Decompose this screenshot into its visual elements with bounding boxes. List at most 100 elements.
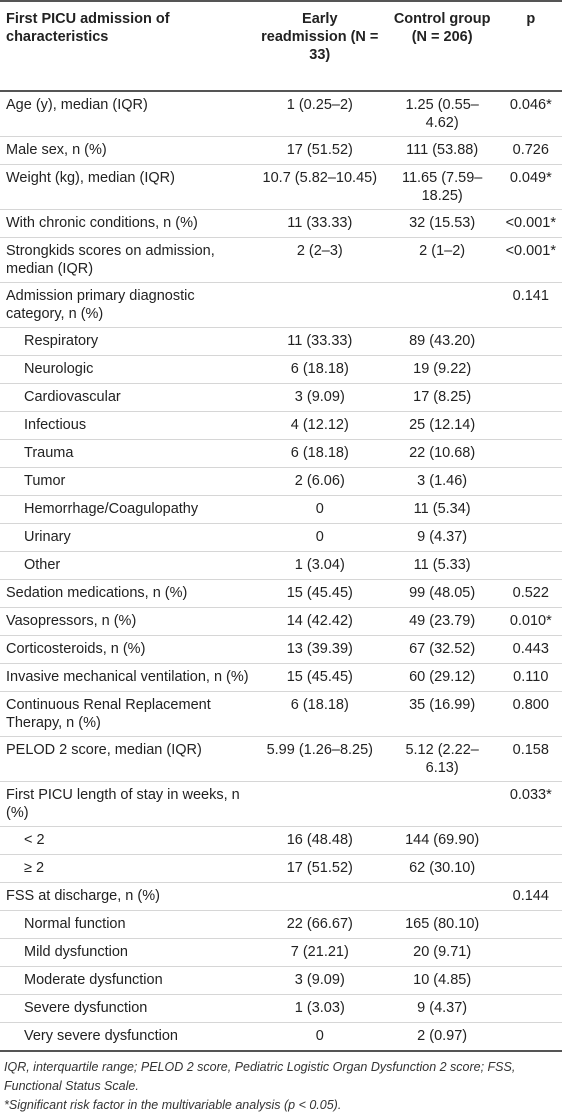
cell: 22 (66.67) [254, 910, 385, 939]
row-label: Weight (kg), median (IQR) [0, 164, 255, 210]
cell: 35 (16.99) [384, 691, 500, 737]
cell: 0 [254, 523, 385, 552]
cell: 9 (4.37) [384, 994, 500, 1023]
cell: 15 (45.45) [254, 579, 385, 608]
table-row: Corticosteroids, n (%) 13 (39.39) 67 (32.5… [0, 635, 562, 664]
table-row: First PICU length of stay in weeks, n (%… [0, 781, 562, 827]
cell: 60 (29.12) [384, 663, 500, 692]
sub-row: < 2 16 (48.48) 144 (69.90) [0, 826, 562, 855]
cell: 16 (48.48) [254, 826, 385, 855]
cell [254, 282, 385, 328]
sub-row-label: Cardiovascular [0, 383, 255, 412]
table-row: Continuous Renal Replacement Therapy, n … [0, 691, 562, 737]
sub-row-label: Urinary [0, 523, 255, 552]
cell: 3 (9.09) [254, 966, 385, 995]
row-label: First PICU length of stay in weeks, n (%… [0, 781, 255, 827]
cell [499, 467, 562, 496]
sub-row-label: Mild dysfunction [0, 938, 255, 967]
cell: 20 (9.71) [384, 938, 500, 967]
cell: 62 (30.10) [384, 854, 500, 883]
cell: 67 (32.52) [384, 635, 500, 664]
cell: 165 (80.10) [384, 910, 500, 939]
row-label: FSS at discharge, n (%) [0, 882, 255, 911]
table-row: Male sex, n (%) 17 (51.52) 111 (53.88) 0.72… [0, 136, 562, 165]
cell [384, 882, 500, 911]
sub-row-label: Normal function [0, 910, 255, 939]
cell: 1.25 (0.55–4.62) [384, 91, 500, 137]
cell: 0.141 [499, 282, 562, 328]
cell: 17 (51.52) [254, 136, 385, 165]
cell: 4 (12.12) [254, 411, 385, 440]
cell [499, 854, 562, 883]
sub-row-label: Respiratory [0, 327, 255, 356]
cell: 2 (0.97) [384, 1022, 500, 1052]
sub-row: Hemorrhage/Coagulopathy 0 11 (5.34) [0, 495, 562, 524]
sub-row-label: Neurologic [0, 355, 255, 384]
cell [499, 411, 562, 440]
cell: 0 [254, 1022, 385, 1052]
header-cell: Control group (N = 206) [384, 0, 500, 92]
sub-row: Other 1 (3.04) 11 (5.33) [0, 551, 562, 580]
sub-row: ≥ 2 17 (51.52) 62 (30.10) [0, 854, 562, 883]
cell [254, 781, 385, 827]
row-label: Age (y), median (IQR) [0, 91, 255, 137]
cell: 7 (21.21) [254, 938, 385, 967]
sub-row-label: Infectious [0, 411, 255, 440]
cell: 25 (12.14) [384, 411, 500, 440]
footnotes: IQR, interquartile range; PELOD 2 score,… [0, 1052, 562, 1115]
sub-row-label: Other [0, 551, 255, 580]
row-label: With chronic conditions, n (%) [0, 209, 255, 238]
cell: 19 (9.22) [384, 355, 500, 384]
table-row: Invasive mechanical ventilation, n (%) 15… [0, 663, 562, 692]
cell [499, 938, 562, 967]
cell: 3 (1.46) [384, 467, 500, 496]
cell: 2 (1–2) [384, 237, 500, 283]
header-cell: p [499, 0, 562, 92]
cell [499, 495, 562, 524]
sub-row: Tumor 2 (6.06) 3 (1.46) [0, 467, 562, 496]
cell [499, 439, 562, 468]
sub-row-label: Trauma [0, 439, 255, 468]
cell: 0.033* [499, 781, 562, 827]
cell: 89 (43.20) [384, 327, 500, 356]
header-cell: First PICU admission of characteristics [0, 0, 255, 92]
cell: 111 (53.88) [384, 136, 500, 165]
cell: 99 (48.05) [384, 579, 500, 608]
cell: 6 (18.18) [254, 691, 385, 737]
cell [499, 994, 562, 1023]
cell: 14 (42.42) [254, 607, 385, 636]
sub-row: Neurologic 6 (18.18) 19 (9.22) [0, 355, 562, 384]
table-row: PELOD 2 score, median (IQR) 5.99 (1.26–8.… [0, 736, 562, 782]
cell: 6 (18.18) [254, 355, 385, 384]
cell: 0.522 [499, 579, 562, 608]
sub-row-label: Severe dysfunction [0, 994, 255, 1023]
cell [384, 781, 500, 827]
sub-row-label: Tumor [0, 467, 255, 496]
cell: 6 (18.18) [254, 439, 385, 468]
header-cell: Early readmission (N = 33) [254, 0, 385, 92]
cell [384, 282, 500, 328]
table-row: With chronic conditions, n (%) 11 (33.33)… [0, 209, 562, 238]
table-row: Weight (kg), median (IQR) 10.7 (5.82–10.4… [0, 164, 562, 210]
cell: 17 (51.52) [254, 854, 385, 883]
row-label: Strongkids scores on admission, median (… [0, 237, 255, 283]
cell: 1 (3.03) [254, 994, 385, 1023]
cell: 32 (15.53) [384, 209, 500, 238]
sub-row: Respiratory 11 (33.33) 89 (43.20) [0, 327, 562, 356]
sub-row: Urinary 0 9 (4.37) [0, 523, 562, 552]
cell [499, 910, 562, 939]
sub-row-label: ≥ 2 [0, 854, 255, 883]
cell [499, 966, 562, 995]
cell: 0.158 [499, 736, 562, 782]
sub-row: Moderate dysfunction 3 (9.09) 10 (4.85) [0, 966, 562, 995]
row-label: Male sex, n (%) [0, 136, 255, 165]
cell [499, 355, 562, 384]
cell: 11 (5.34) [384, 495, 500, 524]
cell: <0.001* [499, 237, 562, 283]
footnote: IQR, interquartile range; PELOD 2 score,… [4, 1060, 516, 1093]
table-row: Vasopressors, n (%) 14 (42.42) 49 (23.79) 0… [0, 607, 562, 636]
cell [499, 1022, 562, 1052]
sub-row: Normal function 22 (66.67) 165 (80.10) [0, 910, 562, 939]
cell: 17 (8.25) [384, 383, 500, 412]
row-label: PELOD 2 score, median (IQR) [0, 736, 255, 782]
